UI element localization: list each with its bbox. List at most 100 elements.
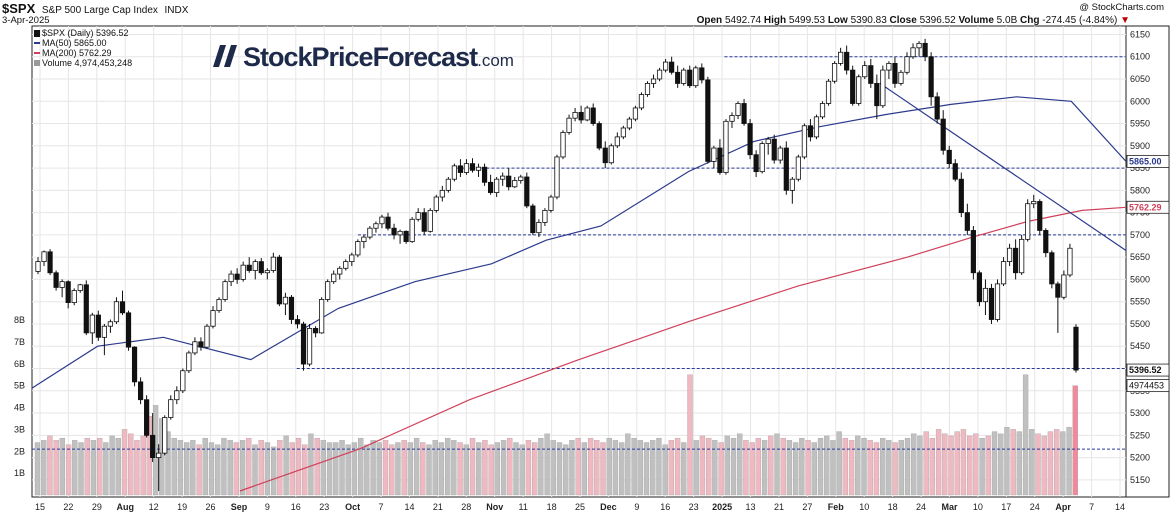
volume-bar bbox=[41, 440, 47, 496]
volume-bar bbox=[581, 442, 588, 496]
volume-bar bbox=[979, 437, 985, 496]
volume-bar bbox=[171, 437, 177, 496]
volume-bar bbox=[668, 440, 675, 496]
x-tick-label: 26 bbox=[206, 502, 216, 512]
candle-body bbox=[669, 61, 675, 73]
candle-body bbox=[457, 165, 464, 173]
volume-bar bbox=[774, 433, 780, 496]
candle-body bbox=[1013, 247, 1019, 274]
candle-body bbox=[807, 125, 814, 138]
volume-bar bbox=[109, 435, 115, 496]
candle-icon bbox=[34, 29, 40, 37]
volume-bar bbox=[1029, 429, 1035, 496]
symbol-description: S&P 500 Large Cap Index bbox=[41, 5, 158, 16]
candle-body bbox=[83, 284, 89, 334]
chg-label: Chg bbox=[1020, 15, 1040, 26]
volume-bar bbox=[594, 440, 600, 496]
volume-bar bbox=[357, 437, 364, 496]
candle-body bbox=[306, 328, 313, 365]
price-axis-panel bbox=[1125, 25, 1170, 498]
volume-bar bbox=[1010, 429, 1016, 496]
ma50-line bbox=[31, 96, 1127, 389]
volume-bar bbox=[339, 440, 345, 496]
volume-bar bbox=[612, 440, 619, 496]
x-tick-label: 7 bbox=[1089, 502, 1094, 512]
ma200-price-tag-text: 5762.29 bbox=[1129, 202, 1162, 212]
volume-bar bbox=[258, 440, 264, 496]
volume-bar bbox=[488, 444, 494, 496]
volume-bar bbox=[451, 440, 457, 496]
brand-slash-icon bbox=[213, 45, 237, 67]
candle-body bbox=[433, 196, 439, 211]
candle-body bbox=[325, 281, 331, 300]
candle-body bbox=[174, 390, 180, 401]
volume-bar bbox=[264, 442, 271, 496]
x-tick-label: 15 bbox=[35, 502, 45, 512]
x-tick-label: 14 bbox=[1115, 502, 1125, 512]
volume-bar bbox=[302, 444, 308, 496]
volume-bar bbox=[59, 437, 66, 496]
candle-body bbox=[488, 181, 494, 193]
candle-body bbox=[137, 381, 144, 401]
legend-price-text: $SPX (Daily) 5396.52 bbox=[42, 28, 129, 38]
volume-bar bbox=[985, 435, 991, 496]
brand-logo: StockPriceForecast.com bbox=[212, 42, 514, 73]
candle-body bbox=[825, 80, 832, 104]
candle-body bbox=[1061, 274, 1067, 298]
candle-body bbox=[524, 176, 530, 207]
volume-bar bbox=[531, 442, 538, 496]
volume-bar bbox=[917, 435, 923, 496]
candle-body bbox=[1000, 261, 1007, 285]
x-tick-label: 13 bbox=[746, 502, 756, 512]
volume-bar bbox=[376, 442, 382, 496]
volume-tick-label: 7B bbox=[14, 337, 25, 347]
ma200-price-tag-box bbox=[1126, 200, 1170, 214]
x-tick-label: 24 bbox=[916, 502, 926, 512]
x-tick-label: 9 bbox=[634, 502, 639, 512]
candle-body bbox=[1067, 247, 1073, 276]
candle-body bbox=[361, 236, 367, 242]
candle-body bbox=[602, 147, 608, 164]
close-label: Close bbox=[889, 15, 917, 26]
candle-body bbox=[831, 63, 838, 82]
candle-body bbox=[101, 325, 107, 338]
volume-bar bbox=[1022, 374, 1029, 496]
high-value: 5499.53 bbox=[788, 15, 826, 26]
candle-body bbox=[741, 103, 747, 124]
volume-bar bbox=[121, 429, 128, 496]
chart-date: 3-Apr-2025 bbox=[2, 15, 50, 26]
candle-body bbox=[578, 112, 584, 121]
volume-bar bbox=[65, 444, 72, 496]
volume-bar bbox=[699, 435, 706, 496]
candle-body bbox=[77, 284, 83, 291]
x-tick-label: 24 bbox=[1030, 502, 1040, 512]
volume-bar bbox=[1053, 429, 1060, 496]
candle-body bbox=[481, 166, 488, 183]
volume-bar bbox=[718, 442, 724, 496]
candle-body bbox=[222, 281, 228, 300]
legend-price: $SPX (Daily) 5396.52 bbox=[34, 28, 132, 38]
volume-tick-label: 3B bbox=[14, 424, 25, 434]
exchange-label: INDX bbox=[164, 5, 189, 16]
volume-bar bbox=[128, 433, 134, 496]
candle-body bbox=[1049, 252, 1055, 285]
candle-body bbox=[862, 65, 868, 78]
candle-body bbox=[904, 56, 910, 73]
candle-body bbox=[548, 196, 554, 211]
candle-body bbox=[970, 230, 976, 274]
candle-body bbox=[608, 145, 614, 164]
candle-body bbox=[626, 118, 632, 129]
x-tick-label: Aug bbox=[117, 502, 135, 512]
x-tick-label: 9 bbox=[265, 502, 270, 512]
candle-body bbox=[258, 261, 264, 274]
candle-body bbox=[391, 227, 397, 236]
candle-body bbox=[186, 352, 192, 372]
volume-bar bbox=[780, 437, 786, 496]
x-tick-label: Mar bbox=[941, 502, 958, 512]
volume-bar bbox=[600, 442, 606, 496]
volume-bar bbox=[836, 431, 842, 496]
candle-body bbox=[922, 42, 928, 58]
volume-tick-label: 5B bbox=[14, 381, 25, 391]
last-price-tag-text: 5396.52 bbox=[1129, 365, 1162, 375]
